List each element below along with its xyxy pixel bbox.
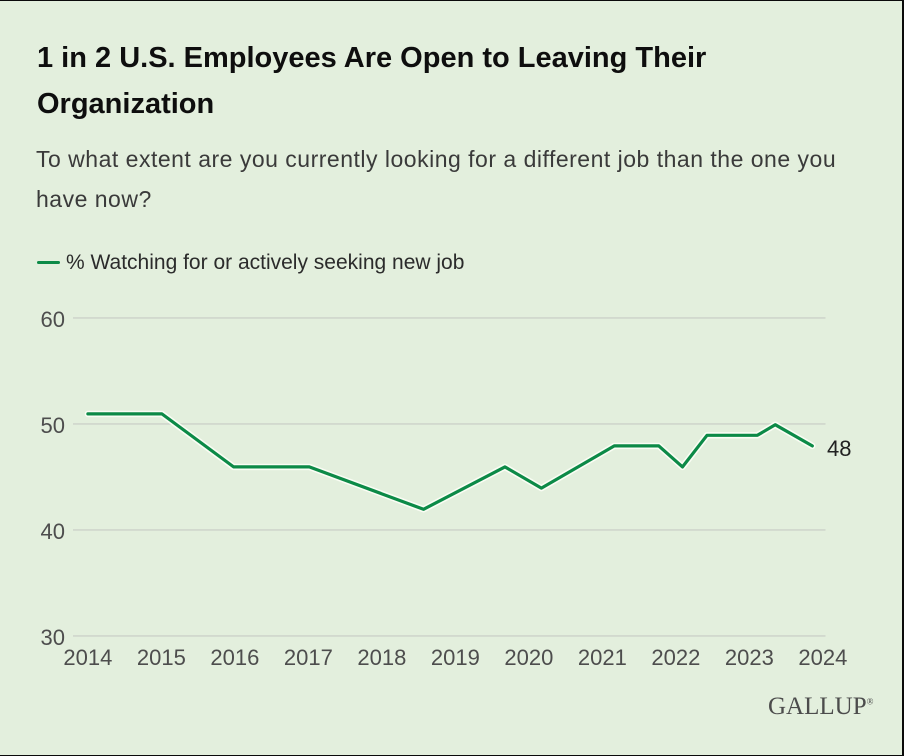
svg-text:60: 60: [41, 307, 65, 332]
svg-text:2024: 2024: [798, 645, 847, 670]
svg-text:2014: 2014: [63, 645, 112, 670]
svg-text:2018: 2018: [357, 645, 406, 670]
svg-text:2021: 2021: [578, 645, 627, 670]
svg-text:30: 30: [41, 625, 65, 650]
svg-text:2020: 2020: [504, 645, 553, 670]
svg-text:50: 50: [41, 413, 65, 438]
svg-text:48: 48: [827, 436, 851, 461]
svg-text:2022: 2022: [651, 645, 700, 670]
svg-text:2023: 2023: [725, 645, 774, 670]
svg-text:2015: 2015: [137, 645, 186, 670]
svg-text:2016: 2016: [210, 645, 259, 670]
svg-text:2019: 2019: [431, 645, 480, 670]
svg-text:2017: 2017: [284, 645, 333, 670]
svg-text:40: 40: [41, 519, 65, 544]
